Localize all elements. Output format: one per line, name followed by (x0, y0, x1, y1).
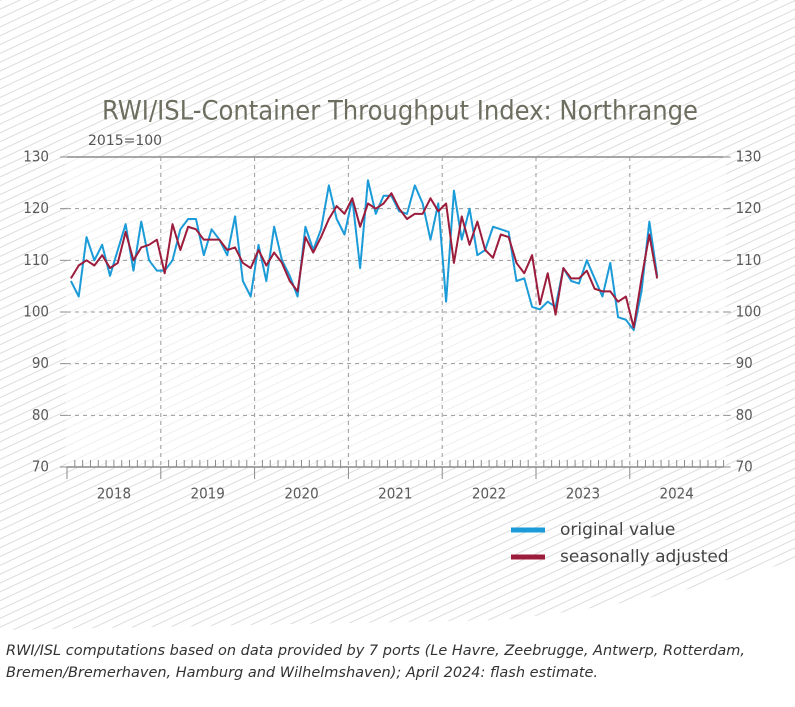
y-tick-label-right: 90 (736, 354, 753, 372)
y-tick-label: 130 (23, 148, 49, 166)
y-tick-label-right: 70 (736, 458, 753, 476)
y-tick-label-right: 80 (736, 406, 753, 424)
y-tick-label-right: 120 (736, 199, 762, 217)
y-tick-label-right: 100 (736, 303, 762, 321)
y-tick-label: 70 (32, 458, 49, 476)
x-tick-label: 2023 (566, 485, 600, 503)
y-tick-label-right: 110 (736, 251, 762, 269)
chart-subtitle: 2015=100 (88, 133, 162, 149)
x-tick-label: 2019 (191, 485, 225, 503)
legend-label: seasonally adjusted (560, 547, 729, 567)
background-map (0, 0, 795, 630)
x-tick-label: 2024 (660, 485, 694, 503)
x-tick-label: 2022 (472, 485, 506, 503)
x-tick-label: 2018 (97, 485, 131, 503)
y-tick-label: 100 (23, 303, 49, 321)
y-tick-label-right: 130 (736, 148, 762, 166)
source-note: RWI/ISL computations based on data provi… (6, 643, 746, 681)
y-tick-label: 110 (23, 251, 49, 269)
chart-title: RWI/ISL-Container Throughput Index: Nort… (102, 96, 698, 127)
y-tick-label: 120 (23, 199, 49, 217)
y-tick-label: 80 (32, 406, 49, 424)
x-tick-label: 2021 (378, 485, 412, 503)
x-tick-label: 2020 (284, 485, 318, 503)
legend-label: original value (560, 520, 675, 540)
y-tick-label: 90 (32, 354, 49, 372)
legend: original value seasonally adjusted (511, 520, 729, 567)
series-line (70, 192, 659, 329)
